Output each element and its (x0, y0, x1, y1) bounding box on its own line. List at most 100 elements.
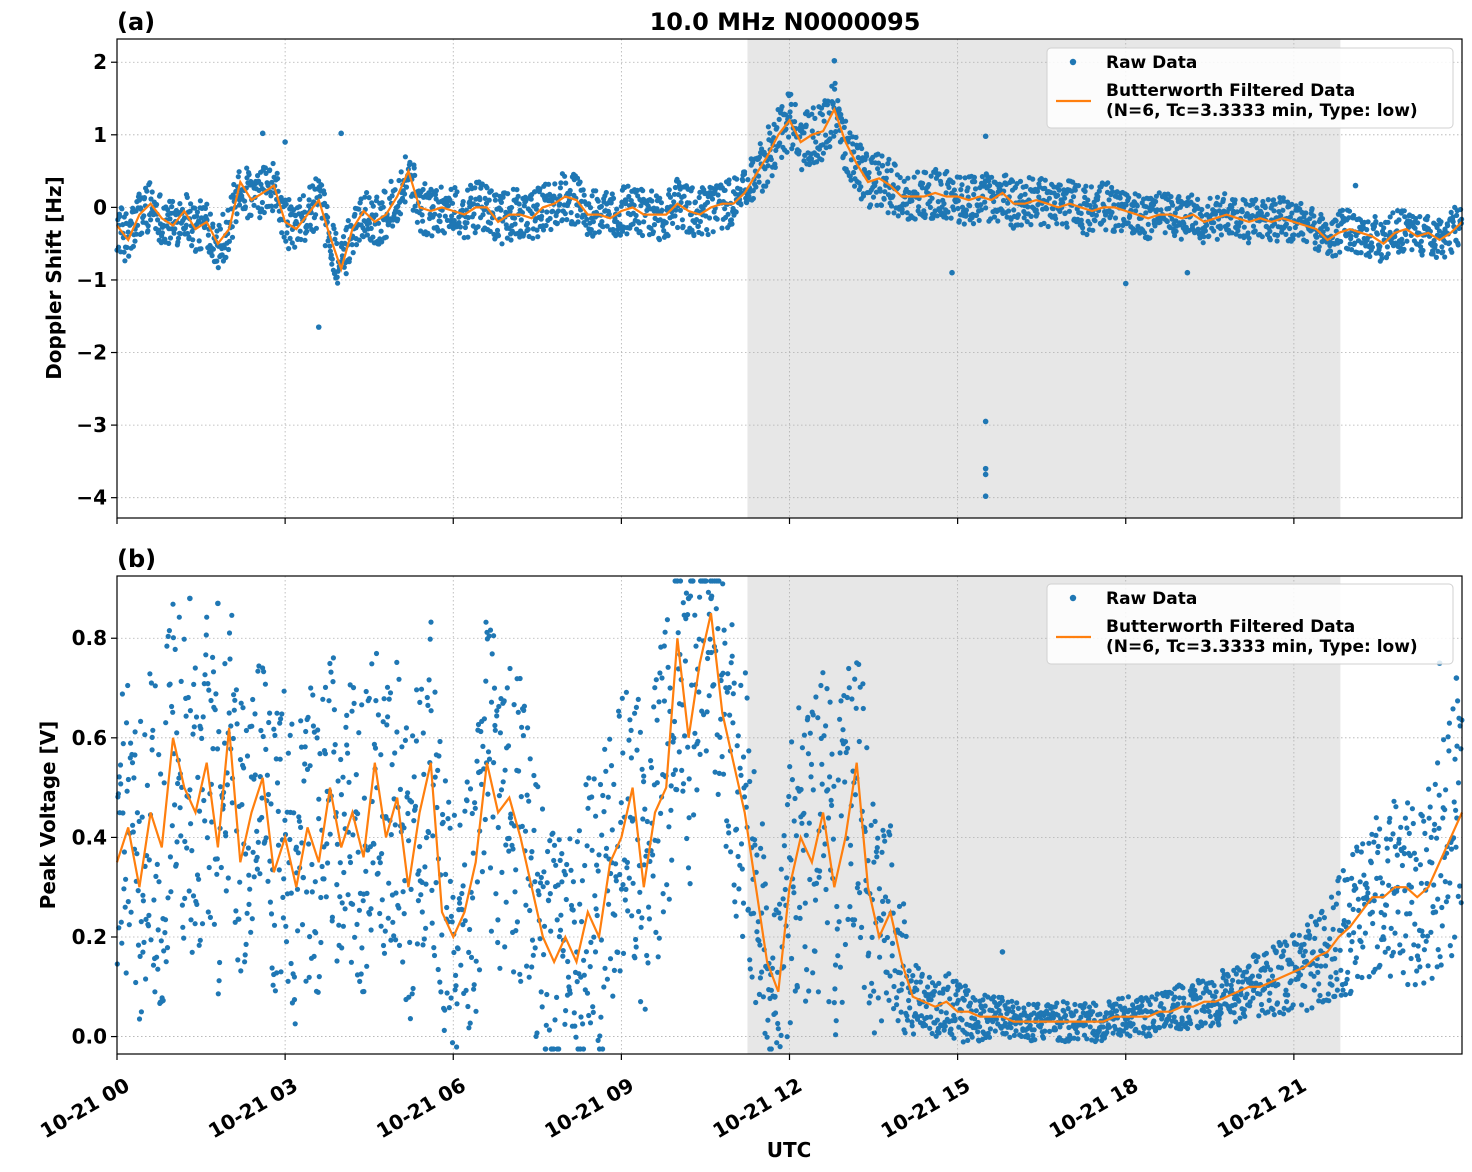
raw-data-point (710, 229, 716, 235)
raw-data-point (413, 738, 419, 744)
raw-data-point (457, 822, 463, 828)
raw-data-point (418, 892, 424, 898)
raw-data-point (517, 971, 523, 977)
raw-data-point (158, 938, 164, 944)
raw-data-point (1154, 991, 1160, 997)
raw-data-point (220, 211, 226, 217)
raw-data-point (285, 978, 291, 984)
raw-data-point (821, 853, 827, 859)
raw-data-point (523, 198, 529, 204)
raw-data-point (283, 939, 290, 945)
raw-data-point (1364, 227, 1370, 233)
raw-data-point (925, 984, 931, 990)
raw-data-point (235, 957, 241, 963)
raw-data-point (267, 710, 273, 716)
raw-data-point (972, 1016, 978, 1022)
raw-data-point (1063, 220, 1069, 226)
raw-data-point (137, 953, 143, 960)
raw-data-point (1092, 203, 1098, 209)
raw-data-point (451, 812, 457, 818)
raw-data-point (895, 185, 901, 191)
raw-data-point (623, 689, 630, 695)
raw-data-point (1289, 961, 1295, 967)
raw-data-point (1038, 176, 1044, 182)
raw-data-point (633, 944, 639, 950)
raw-data-point (595, 1037, 601, 1043)
raw-data-point (385, 714, 391, 720)
raw-data-point (971, 174, 978, 180)
raw-data-point (738, 202, 744, 208)
raw-data-point (856, 661, 862, 668)
raw-data-point (618, 203, 624, 209)
raw-data-point (153, 873, 159, 880)
raw-data-point (411, 165, 417, 171)
raw-data-point (1183, 1020, 1190, 1026)
raw-data-point (857, 890, 863, 896)
raw-data-point (577, 179, 583, 185)
raw-data-point (660, 909, 667, 915)
raw-data-point (526, 974, 532, 980)
raw-data-point (1290, 236, 1296, 242)
raw-data-point (819, 112, 826, 118)
raw-data-point (590, 219, 597, 225)
raw-data-point (188, 821, 194, 827)
raw-data-point (965, 1037, 971, 1043)
raw-data-point (1088, 184, 1094, 190)
raw-data-point (442, 213, 448, 219)
raw-data-point (1080, 230, 1086, 236)
raw-data-point (1057, 182, 1063, 188)
raw-data-point (1145, 221, 1151, 227)
raw-data-point (948, 1026, 954, 1032)
raw-data-point (498, 207, 504, 213)
raw-data-point (855, 881, 861, 887)
raw-data-point (991, 994, 997, 1000)
raw-data-point (1197, 995, 1203, 1001)
raw-data-point (181, 636, 187, 642)
raw-data-point (513, 867, 519, 873)
raw-data-point (1275, 981, 1281, 988)
raw-data-point (948, 215, 954, 221)
raw-data-point (626, 875, 632, 881)
raw-data-point (1065, 1005, 1071, 1012)
raw-data-point (680, 600, 686, 606)
raw-data-point (428, 619, 434, 625)
raw-data-point (1073, 1008, 1079, 1014)
raw-data-point (328, 669, 334, 675)
raw-data-point (638, 203, 644, 209)
raw-data-point (279, 711, 285, 717)
raw-data-point (1247, 1003, 1253, 1009)
raw-data-point (316, 816, 322, 822)
raw-data-point (816, 874, 822, 880)
raw-data-point (1052, 1027, 1059, 1033)
raw-data-point (495, 233, 502, 239)
raw-data-point (181, 935, 187, 941)
raw-data-point (686, 815, 692, 821)
raw-data-point (1105, 180, 1111, 186)
raw-data-point (861, 984, 867, 991)
raw-data-point (388, 937, 394, 943)
raw-data-point (141, 213, 147, 219)
raw-data-point (481, 716, 487, 722)
raw-data-point (170, 635, 176, 641)
raw-data-point (610, 993, 616, 999)
raw-data-point (662, 629, 668, 635)
raw-data-point (556, 837, 562, 843)
raw-data-point (920, 180, 926, 186)
raw-data-point (1087, 203, 1093, 209)
raw-data-point (1078, 210, 1084, 216)
raw-data-point (335, 778, 341, 784)
raw-data-point (1318, 211, 1324, 218)
chart-title: 10.0 MHz N0000095 (650, 8, 921, 36)
raw-data-point (288, 960, 294, 967)
raw-data-point (149, 189, 155, 195)
raw-data-point (196, 942, 202, 948)
raw-data-point (252, 772, 258, 778)
raw-data-point (1216, 208, 1222, 214)
raw-data-point (204, 201, 210, 207)
raw-data-point (214, 871, 220, 877)
raw-data-point (551, 1046, 557, 1052)
raw-data-point (1042, 177, 1048, 183)
raw-data-point (996, 1007, 1002, 1014)
raw-data-point (1166, 205, 1172, 212)
raw-data-point (689, 185, 695, 191)
